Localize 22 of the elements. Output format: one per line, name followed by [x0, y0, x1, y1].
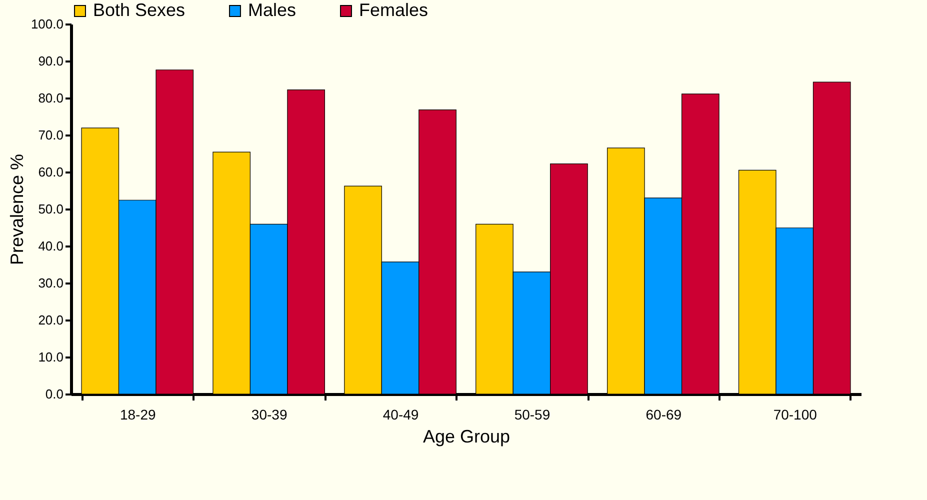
y-tick-label: 10.0: [38, 350, 64, 364]
legend-label: Females: [359, 0, 428, 20]
y-axis-title: Prevalence %: [6, 154, 27, 266]
y-tick-label: 70.0: [38, 128, 64, 142]
x-tick-label: 70-100: [773, 406, 818, 422]
y-tick-label: 30.0: [38, 276, 64, 290]
y-tick-label: 80.0: [38, 90, 64, 106]
y-tick-label: 0.0: [45, 386, 64, 402]
x-tick-label: 60-69: [646, 406, 682, 422]
y-tick-label: 90.0: [38, 54, 64, 68]
legend-label: Both Sexes: [93, 0, 186, 20]
x-axis-title: Age Group: [422, 426, 510, 446]
x-tick-label: 50-59: [514, 406, 550, 422]
y-tick-label: 100.0: [30, 16, 64, 32]
x-tick-label: 40-49: [382, 406, 419, 422]
x-tick-label: 30-39: [251, 406, 288, 422]
y-tick-label: 40.0: [38, 238, 64, 254]
y-tick-label: 60.0: [38, 164, 64, 180]
x-tick-label: 18-29: [120, 406, 156, 422]
y-tick-label: 20.0: [38, 312, 64, 328]
legend-label: Males: [248, 0, 296, 20]
y-tick-label: 50.0: [38, 202, 64, 216]
